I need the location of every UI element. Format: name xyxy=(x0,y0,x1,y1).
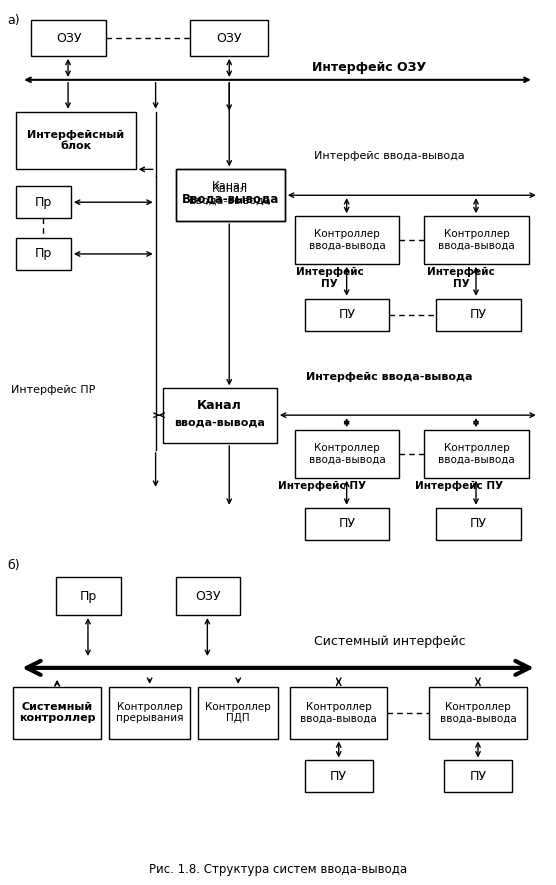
Text: б): б) xyxy=(7,559,20,573)
Text: Контроллер
ввода-вывода: Контроллер ввода-вывода xyxy=(309,229,385,250)
Text: Канал: Канал xyxy=(197,398,242,412)
Text: ПУ: ПУ xyxy=(470,517,487,530)
Text: ПУ: ПУ xyxy=(330,770,347,783)
Text: Интерфейсный
блок: Интерфейсный блок xyxy=(27,130,125,151)
FancyBboxPatch shape xyxy=(436,299,521,331)
FancyBboxPatch shape xyxy=(305,760,373,792)
Text: Ввода-вывода: Ввода-вывода xyxy=(182,193,279,205)
Text: ввода-вывода: ввода-вывода xyxy=(174,417,265,427)
FancyBboxPatch shape xyxy=(295,216,399,264)
Text: Интерфейс ПУ: Интерфейс ПУ xyxy=(277,481,366,491)
Text: Контроллер
ПДП: Контроллер ПДП xyxy=(205,702,271,723)
Text: а): а) xyxy=(7,14,20,27)
Text: ПУ: ПУ xyxy=(469,770,486,783)
Text: Контроллер
ввода-вывода: Контроллер ввода-вывода xyxy=(300,702,377,723)
Text: Интерфейс ввода-вывода: Интерфейс ввода-вывода xyxy=(306,373,473,382)
Text: ПУ: ПУ xyxy=(339,308,356,321)
FancyBboxPatch shape xyxy=(198,687,278,738)
Text: Интерфейс
ПУ: Интерфейс ПУ xyxy=(427,267,495,289)
Text: Системный интерфейс: Системный интерфейс xyxy=(314,635,465,648)
FancyBboxPatch shape xyxy=(162,389,277,443)
FancyBboxPatch shape xyxy=(56,577,121,615)
Text: Интерфейс ввода-вывода: Интерфейс ввода-вывода xyxy=(314,151,465,161)
Text: ОЗУ: ОЗУ xyxy=(56,32,81,44)
FancyBboxPatch shape xyxy=(13,687,101,738)
Text: Контроллер
ввода-вывода: Контроллер ввода-вывода xyxy=(440,702,517,723)
FancyBboxPatch shape xyxy=(305,299,389,331)
Text: Канал
Ввода-вывода: Канал Ввода-вывода xyxy=(189,184,271,206)
Text: ПУ: ПУ xyxy=(339,517,356,530)
FancyBboxPatch shape xyxy=(424,430,529,478)
Text: Контроллер
ввода-вывода: Контроллер ввода-вывода xyxy=(438,443,515,465)
FancyBboxPatch shape xyxy=(436,508,521,540)
FancyBboxPatch shape xyxy=(176,169,285,221)
Text: Рис. 1.8. Структура систем ввода-вывода: Рис. 1.8. Структура систем ввода-вывода xyxy=(149,864,407,876)
Text: ПУ: ПУ xyxy=(470,308,487,321)
FancyBboxPatch shape xyxy=(295,430,399,478)
Text: ОЗУ: ОЗУ xyxy=(195,589,221,603)
Text: Системный
контроллер: Системный контроллер xyxy=(19,702,96,723)
Text: Интерфейс ОЗУ: Интерфейс ОЗУ xyxy=(312,61,426,74)
Text: Интерфейс ПР: Интерфейс ПР xyxy=(11,385,96,396)
FancyBboxPatch shape xyxy=(191,20,268,56)
Text: Канал: Канал xyxy=(212,181,248,191)
FancyBboxPatch shape xyxy=(305,508,389,540)
FancyBboxPatch shape xyxy=(290,687,388,738)
FancyBboxPatch shape xyxy=(109,687,191,738)
Text: Интерфейс
ПУ: Интерфейс ПУ xyxy=(296,267,364,289)
FancyBboxPatch shape xyxy=(16,112,136,169)
FancyBboxPatch shape xyxy=(16,186,71,218)
FancyBboxPatch shape xyxy=(424,216,529,264)
FancyBboxPatch shape xyxy=(429,687,527,738)
FancyBboxPatch shape xyxy=(176,577,240,615)
Text: Пр: Пр xyxy=(35,248,52,260)
Text: Контроллер
ввода-вывода: Контроллер ввода-вывода xyxy=(309,443,385,465)
FancyBboxPatch shape xyxy=(31,20,106,56)
Text: Интерфейс ПУ: Интерфейс ПУ xyxy=(415,481,503,491)
FancyBboxPatch shape xyxy=(16,238,71,270)
Text: Пр: Пр xyxy=(35,196,52,209)
Text: ОЗУ: ОЗУ xyxy=(216,32,242,44)
Text: Пр: Пр xyxy=(80,589,97,603)
Text: Контроллер
прерывания: Контроллер прерывания xyxy=(116,702,183,723)
FancyBboxPatch shape xyxy=(444,760,512,792)
Text: Контроллер
ввода-вывода: Контроллер ввода-вывода xyxy=(438,229,515,250)
